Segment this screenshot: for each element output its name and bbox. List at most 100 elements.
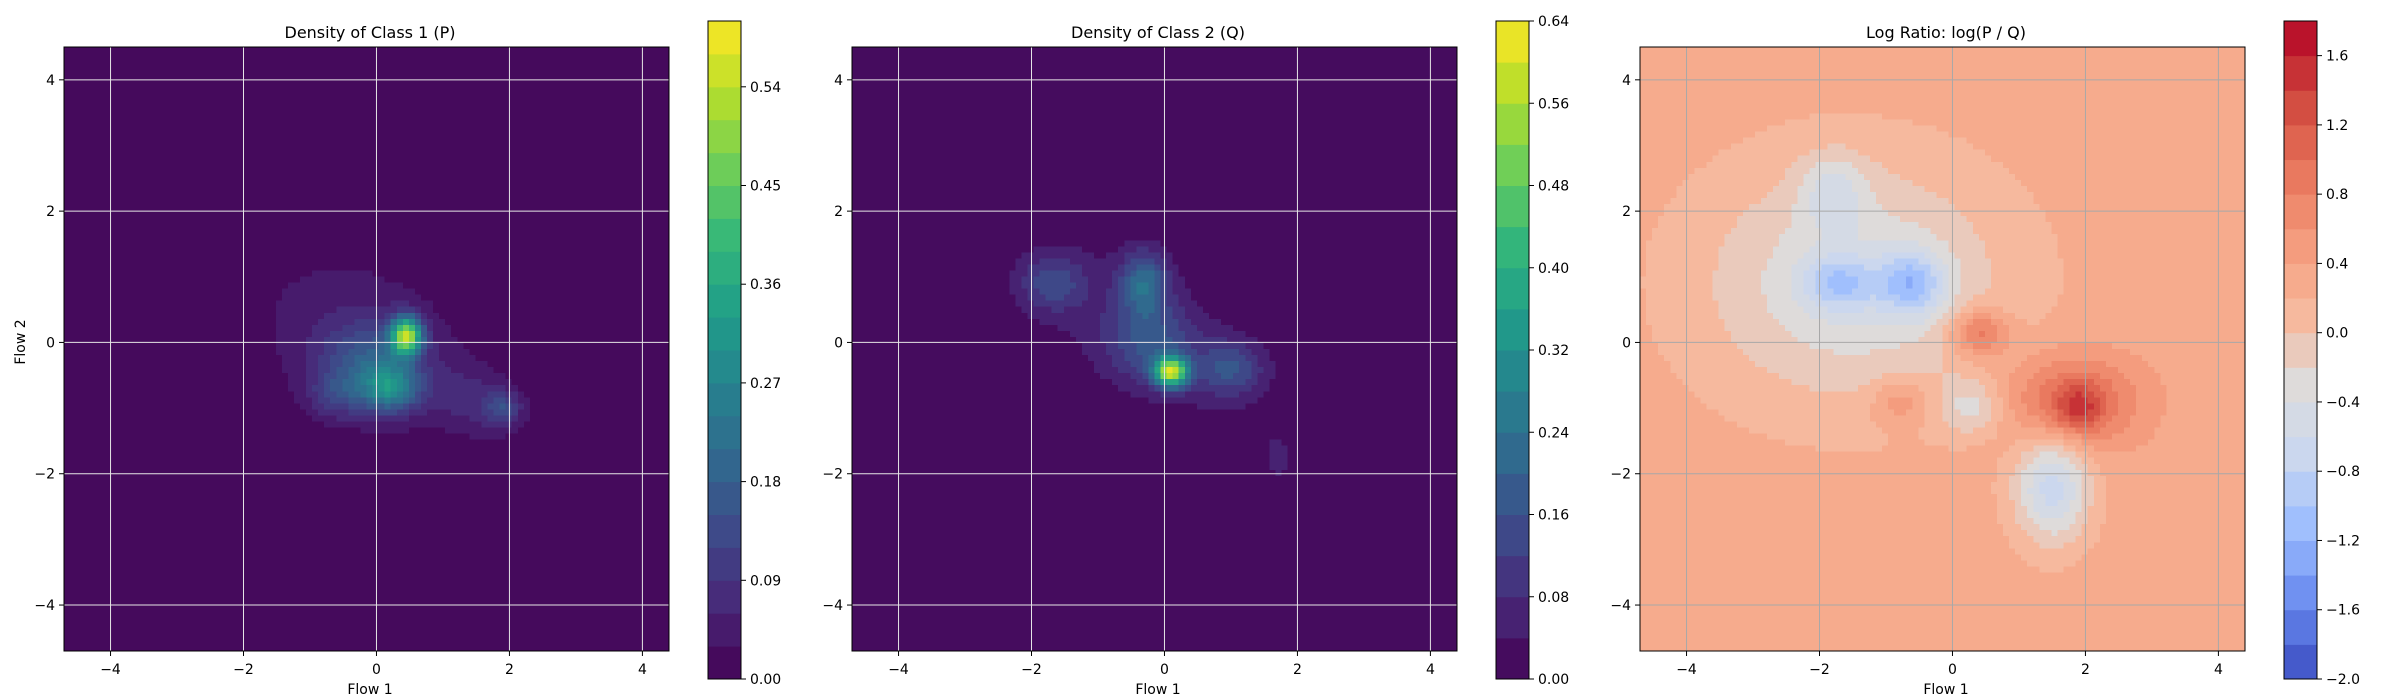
colorbar-segment: [708, 152, 741, 186]
axis-ticks: −4 −2 0 2 4 −4 −2 0 2 4: [34, 73, 647, 678]
x-axis-label: Flow 1: [1135, 682, 1180, 698]
x-tick-label: −2: [1021, 662, 1042, 678]
colorbar-segment: [2284, 644, 2317, 680]
y-tick-label: −2: [822, 467, 843, 483]
colorbar-tick-label: −2.0: [2326, 672, 2360, 688]
y-tick-label: 2: [834, 204, 843, 220]
colorbar-segment: [708, 86, 741, 121]
y-tick-label: −4: [1610, 598, 1631, 614]
colorbar-segment: [708, 21, 741, 55]
colorbar-segment: [1496, 637, 1529, 680]
plot-frame: [851, 46, 1458, 652]
colorbar-segment: [2284, 298, 2317, 334]
colorbar: 0.00 0.09 0.18 0.27 0.36 0.45 0.54: [707, 20, 781, 688]
colorbar-segment: [708, 481, 741, 515]
colorbar-frame: [2283, 20, 2318, 680]
density-field: [64, 47, 669, 651]
grid: [852, 47, 1457, 651]
colorbar-tick-label: 0.18: [750, 475, 781, 491]
x-tick-label: 0: [372, 662, 381, 678]
colorbar-segment: [2284, 575, 2317, 611]
colorbar-segment: [708, 646, 741, 680]
colorbar-segment: [2284, 194, 2317, 230]
panel-log-ratio: Log Ratio: log(P / Q) −4 −2 0 2 4 −4 −2 0 2 4 Flo…: [1610, 20, 2360, 698]
colorbar-tick-label: 0.00: [1538, 672, 1569, 688]
colorbar-segment: [708, 580, 741, 614]
colorbar-segment: [1496, 596, 1529, 639]
y-tick-label: 4: [46, 73, 55, 89]
colorbar-segment: [1496, 350, 1529, 392]
colorbar-segment: [2284, 263, 2317, 299]
colorbar-segment: [2284, 90, 2317, 126]
plot-area: −4 −2 0 2 4 −4 −2 0 2 4: [1610, 46, 2246, 678]
colorbar-segment: [1496, 185, 1529, 228]
colorbar-tick-label: 0.24: [1538, 425, 1569, 441]
colorbar-segment: [708, 218, 741, 252]
x-tick-label: −2: [233, 662, 254, 678]
colorbar-segment: [1496, 103, 1529, 145]
y-tick-label: 4: [834, 73, 843, 89]
colorbar-segment: [1496, 226, 1529, 269]
colorbar-segment: [708, 317, 741, 351]
colorbar-segment: [1496, 308, 1529, 351]
y-tick-label: 2: [46, 204, 55, 220]
x-tick-label: −2: [1809, 662, 1830, 678]
colorbar-segment: [2284, 401, 2317, 438]
colorbar-segment: [2284, 159, 2317, 195]
colorbar-segment: [1496, 555, 1529, 598]
axis-ticks: −4 −2 0 2 4 −4 −2 0 2 4: [1610, 73, 2223, 678]
colorbar-segment: [2284, 21, 2317, 57]
plot-area: −4 −2 0 2 4 −4 −2 0 2 4: [34, 46, 670, 678]
colorbar-segment: [708, 613, 741, 647]
colorbar-segment: [2284, 124, 2317, 161]
colorbar-segment: [2284, 55, 2317, 91]
y-tick-label: 4: [1622, 73, 1631, 89]
colorbar-tick-label: 0.32: [1538, 343, 1569, 359]
colorbar-segment: [708, 382, 741, 417]
density-field: [852, 47, 1457, 651]
colorbar-segment: [1496, 62, 1529, 104]
y-axis-label: Flow 2: [13, 319, 29, 364]
grid: [64, 47, 669, 651]
panel-class2-density: Density of Class 2 (Q) −4 −2 0 2 4 −4 −2 0 2 4 Fl…: [822, 14, 1569, 698]
colorbar-tick-label: 0.4: [2326, 256, 2348, 272]
x-axis-label: Flow 1: [1923, 682, 1968, 698]
plot-frame: [63, 46, 670, 652]
colorbar-segment: [1496, 267, 1529, 310]
colorbar-segment: [2284, 436, 2317, 472]
y-tick-label: 2: [1622, 204, 1631, 220]
y-tick-label: −2: [34, 467, 55, 483]
colorbar-segment: [708, 514, 741, 548]
x-axis-label: Flow 1: [347, 682, 392, 698]
colorbar-tick-label: 1.6: [2326, 49, 2348, 65]
y-tick-label: 0: [834, 335, 843, 351]
colorbar-tick-label: 0.64: [1538, 14, 1569, 30]
plot-frame: [1639, 46, 2246, 652]
colorbar-segment: [1496, 391, 1529, 433]
x-tick-label: 4: [2214, 662, 2223, 678]
density-field: [1640, 47, 2245, 651]
colorbar-segment: [708, 119, 741, 154]
colorbar-segment: [708, 251, 741, 285]
chart-title: Log Ratio: log(P / Q): [1866, 23, 2026, 42]
colorbar-tick-label: 0.40: [1538, 261, 1569, 277]
colorbar: 0.00 0.08 0.16 0.24 0.32 0.40 0.48 0.56 0.64: [1495, 14, 1569, 688]
colorbar-tick-label: 0.48: [1538, 179, 1569, 195]
colorbar-segment: [1496, 432, 1529, 474]
colorbar-segment: [708, 53, 741, 88]
colorbar-segment: [1496, 21, 1529, 63]
colorbar-tick-label: 0.08: [1538, 590, 1569, 606]
colorbar-tick-label: −1.6: [2326, 603, 2360, 619]
x-tick-label: 2: [505, 662, 514, 678]
x-tick-label: 4: [638, 662, 647, 678]
y-tick-label: −4: [822, 598, 843, 614]
colorbar-segment: [2284, 367, 2317, 403]
plot-area: −4 −2 0 2 4 −4 −2 0 2 4: [822, 46, 1458, 678]
colorbar-segment: [1496, 144, 1529, 187]
y-tick-label: 0: [46, 335, 55, 351]
colorbar-frame: [707, 20, 742, 680]
colorbar-tick-label: 1.2: [2326, 118, 2348, 134]
colorbar-tick-label: 0.09: [750, 573, 781, 589]
colorbar-segment: [2284, 540, 2317, 576]
